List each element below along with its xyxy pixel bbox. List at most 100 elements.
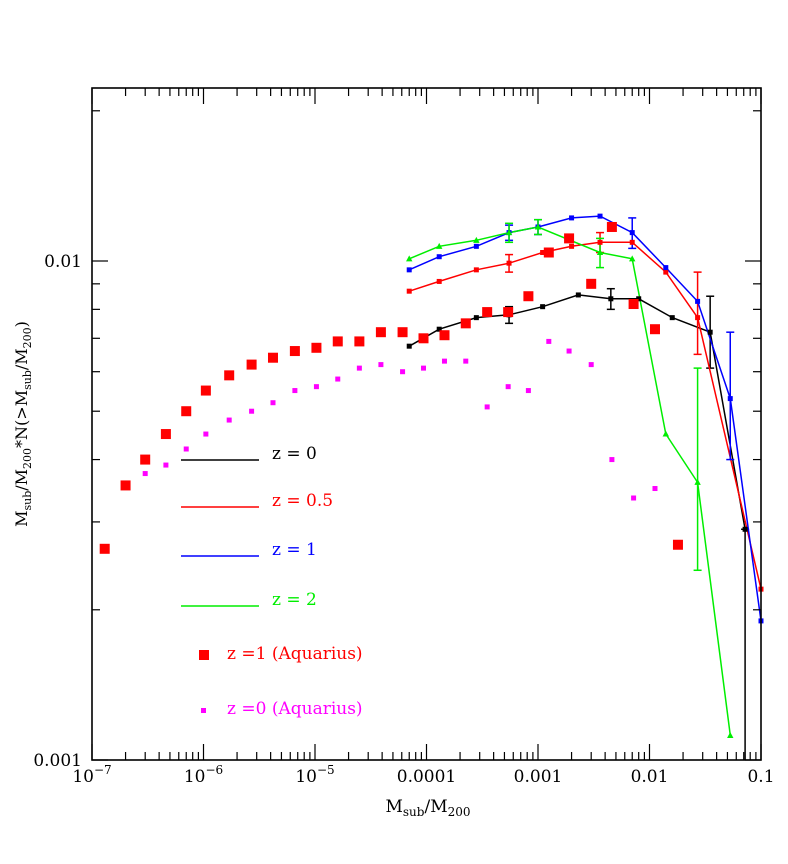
data-point <box>439 330 450 341</box>
data-point <box>270 400 276 406</box>
data-point <box>140 454 151 465</box>
data-point <box>473 315 479 321</box>
data-point <box>742 526 748 532</box>
data-point <box>397 327 408 338</box>
data-point <box>473 267 479 273</box>
data-point <box>311 342 322 353</box>
data-point <box>505 384 511 390</box>
x-tick-label: 10−5 <box>295 763 334 787</box>
legend-label: z = 0 <box>272 444 317 464</box>
data-point <box>200 385 211 396</box>
data-point <box>421 365 427 371</box>
data-point <box>378 362 384 368</box>
data-point <box>663 269 669 275</box>
data-point <box>482 307 493 318</box>
data-point <box>597 239 603 245</box>
data-point <box>473 236 480 243</box>
data-point <box>224 370 235 381</box>
data-point <box>183 446 189 452</box>
data-point <box>629 230 635 236</box>
data-point <box>727 396 733 402</box>
x-tick-label: 10−6 <box>184 763 223 787</box>
data-point <box>606 221 617 232</box>
data-point <box>569 243 575 249</box>
data-point <box>436 326 442 332</box>
data-point <box>406 343 412 349</box>
data-point <box>609 457 615 463</box>
data-point <box>525 388 531 394</box>
data-point <box>672 539 683 550</box>
data-point <box>506 260 512 266</box>
tick-labels: 10−7 10−6 10−5 0.0001 0.001 0.01 0.1 0.001 0.01 <box>33 252 774 787</box>
legend-marker <box>199 650 209 660</box>
legend-label: z = 2 <box>272 590 317 610</box>
legend-label: z = 0.5 <box>272 491 333 511</box>
data-point <box>249 408 255 414</box>
x-tick-label: 0.1 <box>747 767 774 787</box>
data-point <box>608 296 614 302</box>
legend: z = 0 z = 0.5 z = 1 z = 2 z =1 (Aquarius) z =… <box>181 444 363 719</box>
data-point <box>628 299 639 310</box>
legend-label: z =0 (Aquarius) <box>227 699 363 719</box>
data-point <box>406 267 412 273</box>
data-point <box>652 486 658 492</box>
data-point <box>313 384 319 390</box>
axis-ticks <box>91 88 762 761</box>
data-point <box>436 242 443 249</box>
data-point <box>142 471 148 477</box>
data-point <box>546 338 552 344</box>
x-tick-label: 0.001 <box>514 767 563 787</box>
data-point <box>662 430 669 437</box>
data-point <box>629 255 636 262</box>
data-point <box>406 255 413 262</box>
data-point <box>707 329 713 335</box>
data-point <box>400 369 406 375</box>
data-point <box>523 291 534 302</box>
data-point <box>473 243 479 249</box>
x-tick-label: 10−7 <box>72 763 111 787</box>
legend-label: z = 1 <box>272 540 317 560</box>
data-point <box>540 250 546 256</box>
data-point <box>292 388 298 394</box>
x-tick-label: 0.01 <box>631 767 669 787</box>
data-point <box>418 333 429 344</box>
data-point <box>246 359 257 370</box>
data-point <box>267 352 278 363</box>
y-tick-label: 0.01 <box>44 252 82 272</box>
legend-label: z =1 (Aquarius) <box>227 644 363 664</box>
data-point <box>695 298 701 304</box>
y-tick-label: 0.001 <box>33 751 82 771</box>
data-point <box>596 249 604 256</box>
data-point <box>226 417 232 423</box>
data-point <box>727 731 734 738</box>
data-point <box>575 292 581 298</box>
data-point <box>503 307 514 318</box>
data-point <box>406 288 412 294</box>
data-point <box>203 431 209 437</box>
data-point <box>695 315 701 321</box>
data-point <box>289 346 300 357</box>
data-point <box>669 315 675 321</box>
series-markers <box>99 213 764 738</box>
data-point <box>566 348 572 354</box>
data-point <box>649 324 660 335</box>
legend-marker <box>201 708 206 713</box>
data-point <box>354 336 365 347</box>
data-point <box>694 478 701 485</box>
data-point <box>629 239 635 245</box>
data-point <box>441 358 447 364</box>
data-point <box>356 365 362 371</box>
data-point <box>540 304 546 310</box>
data-point <box>460 318 471 329</box>
data-point <box>436 254 442 260</box>
data-point <box>99 543 110 554</box>
data-point <box>120 480 131 491</box>
data-point <box>586 278 597 289</box>
data-point <box>597 213 603 219</box>
data-point <box>631 495 637 501</box>
data-point <box>163 462 169 468</box>
data-point <box>332 336 343 347</box>
data-point <box>569 215 575 221</box>
data-point <box>636 296 642 302</box>
